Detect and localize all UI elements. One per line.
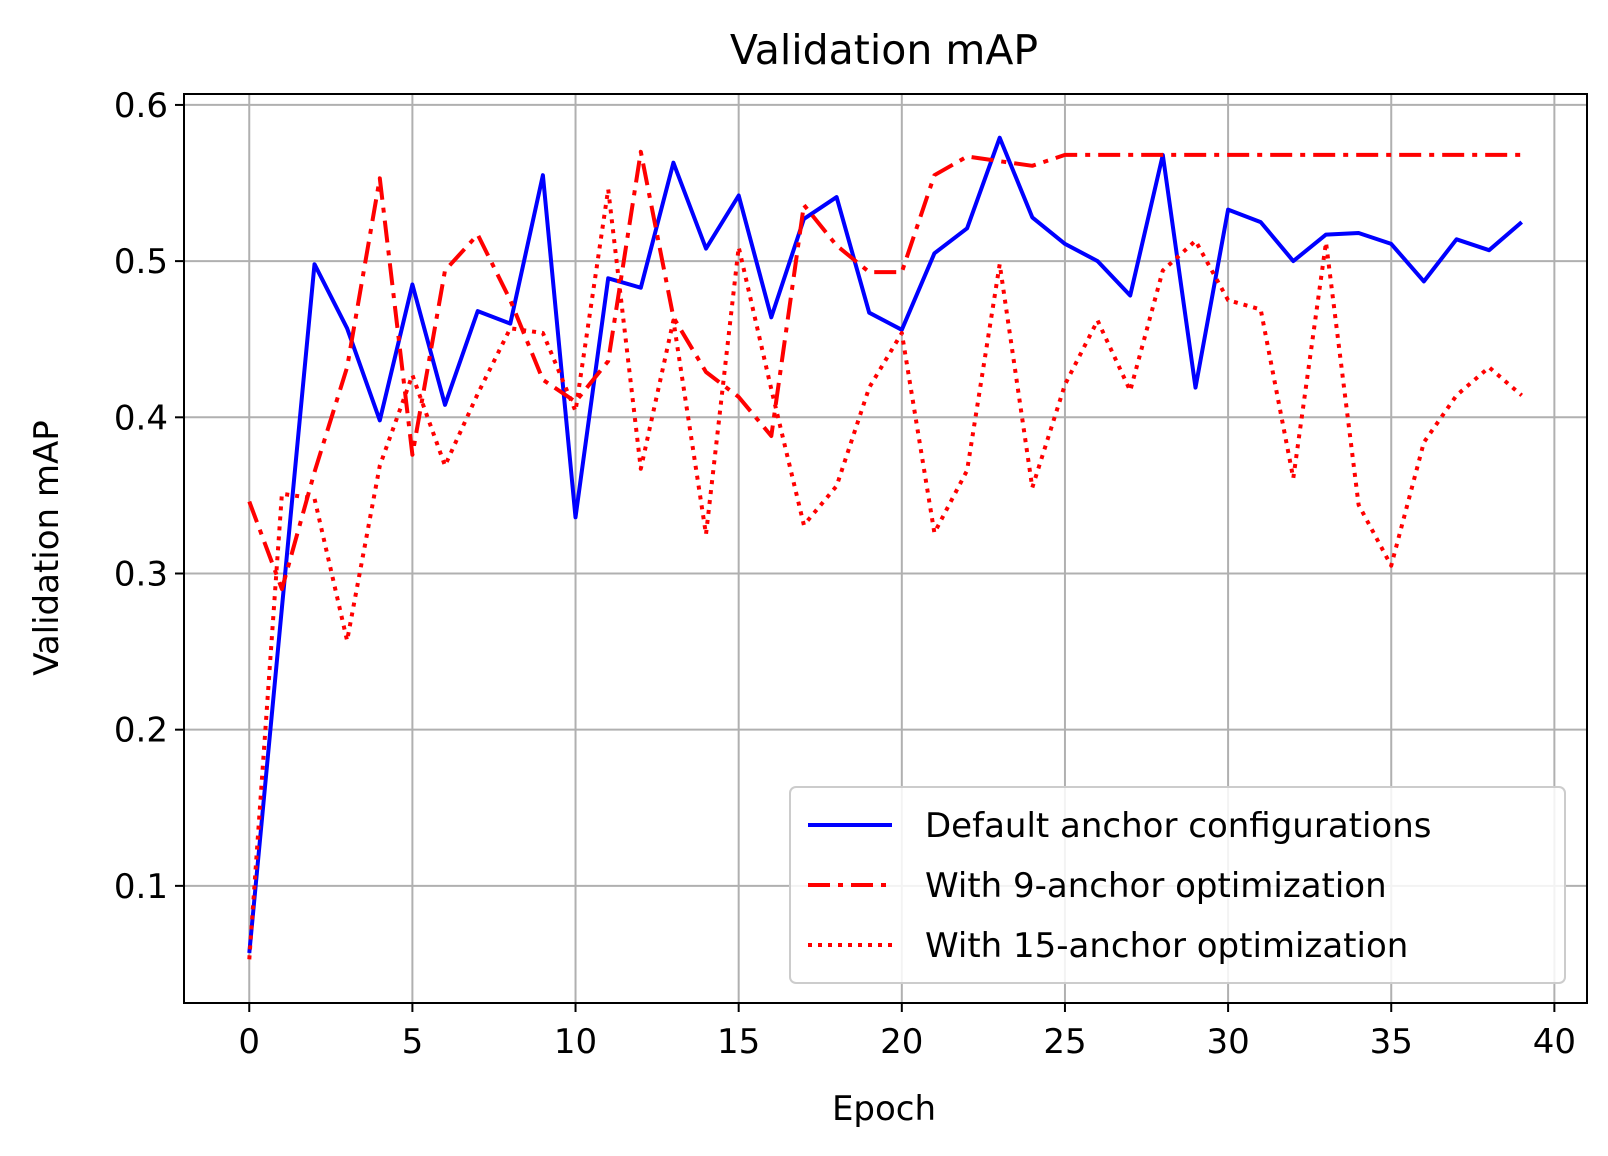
series-lines <box>247 135 1524 960</box>
y-axis-label: Validation mAP <box>27 420 67 676</box>
legend-label-3: With 15-anchor optimization <box>925 926 1408 966</box>
x-tick-label: 5 <box>402 1022 424 1062</box>
y-tick-label: 0.4 <box>114 398 168 438</box>
legend-box <box>789 786 1566 984</box>
legend-label-1: Default anchor configurations <box>925 806 1432 846</box>
x-tick-label: 35 <box>1370 1022 1413 1062</box>
x-tick-label: 30 <box>1206 1022 1249 1062</box>
x-tick-label: 0 <box>238 1022 260 1062</box>
y-tick-label: 0.1 <box>114 867 168 907</box>
y-tick-label: 0.5 <box>114 242 168 282</box>
series-line-1 <box>247 135 1524 954</box>
y-axis-ticks: 0.1 0.2 0.3 0.4 0.5 0.6 <box>114 86 184 907</box>
legend-label-2: With 9-anchor optimization <box>925 866 1387 906</box>
plot-frame <box>183 93 1588 1004</box>
y-tick-label: 0.6 <box>114 86 168 126</box>
x-tick-label: 40 <box>1533 1022 1576 1062</box>
x-tick-label: 15 <box>717 1022 760 1062</box>
series-line-2 <box>247 149 1522 592</box>
series-line-3 <box>247 187 1524 960</box>
x-axis-ticks: 0 5 10 15 20 25 30 35 40 <box>238 1003 1576 1062</box>
x-axis-label: Epoch <box>832 1089 936 1129</box>
x-tick-label: 20 <box>880 1022 923 1062</box>
legend: Default anchor configurations With 9-anch… <box>789 786 1566 984</box>
y-tick-label: 0.2 <box>114 711 168 751</box>
chart-title: Validation mAP <box>730 26 1038 74</box>
y-tick-label: 0.3 <box>114 554 168 594</box>
x-tick-label: 25 <box>1043 1022 1086 1062</box>
x-tick-label: 10 <box>554 1022 597 1062</box>
